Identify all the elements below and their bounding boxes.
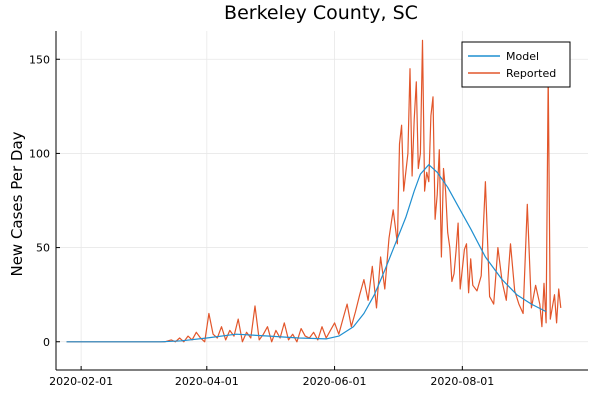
chart-title: Berkeley County, SC (224, 2, 418, 24)
y-tick-label: 100 (29, 147, 50, 160)
axes: 2020-02-01 2020-04-01 2020-06-01 2020-08-01… (29, 31, 588, 388)
y-tick-label: 0 (43, 336, 50, 349)
x-tick-label: 2020-02-01 (49, 375, 113, 388)
series-line-model (66, 164, 547, 343)
x-tick-label: 2020-06-01 (303, 375, 367, 388)
y-tick-label: 150 (29, 53, 50, 66)
legend-label-model: Model (506, 50, 539, 63)
y-axis-label: New Cases Per Day (8, 131, 26, 276)
y-tick-label: 50 (36, 242, 50, 255)
series-line-reported (66, 39, 562, 343)
legend: Model Reported (461, 41, 571, 88)
legend-box (461, 41, 571, 88)
x-tick-label: 2020-04-01 (175, 375, 239, 388)
series-layer (66, 39, 562, 343)
x-tick-label: 2020-08-01 (430, 375, 494, 388)
legend-label-reported: Reported (506, 67, 556, 80)
